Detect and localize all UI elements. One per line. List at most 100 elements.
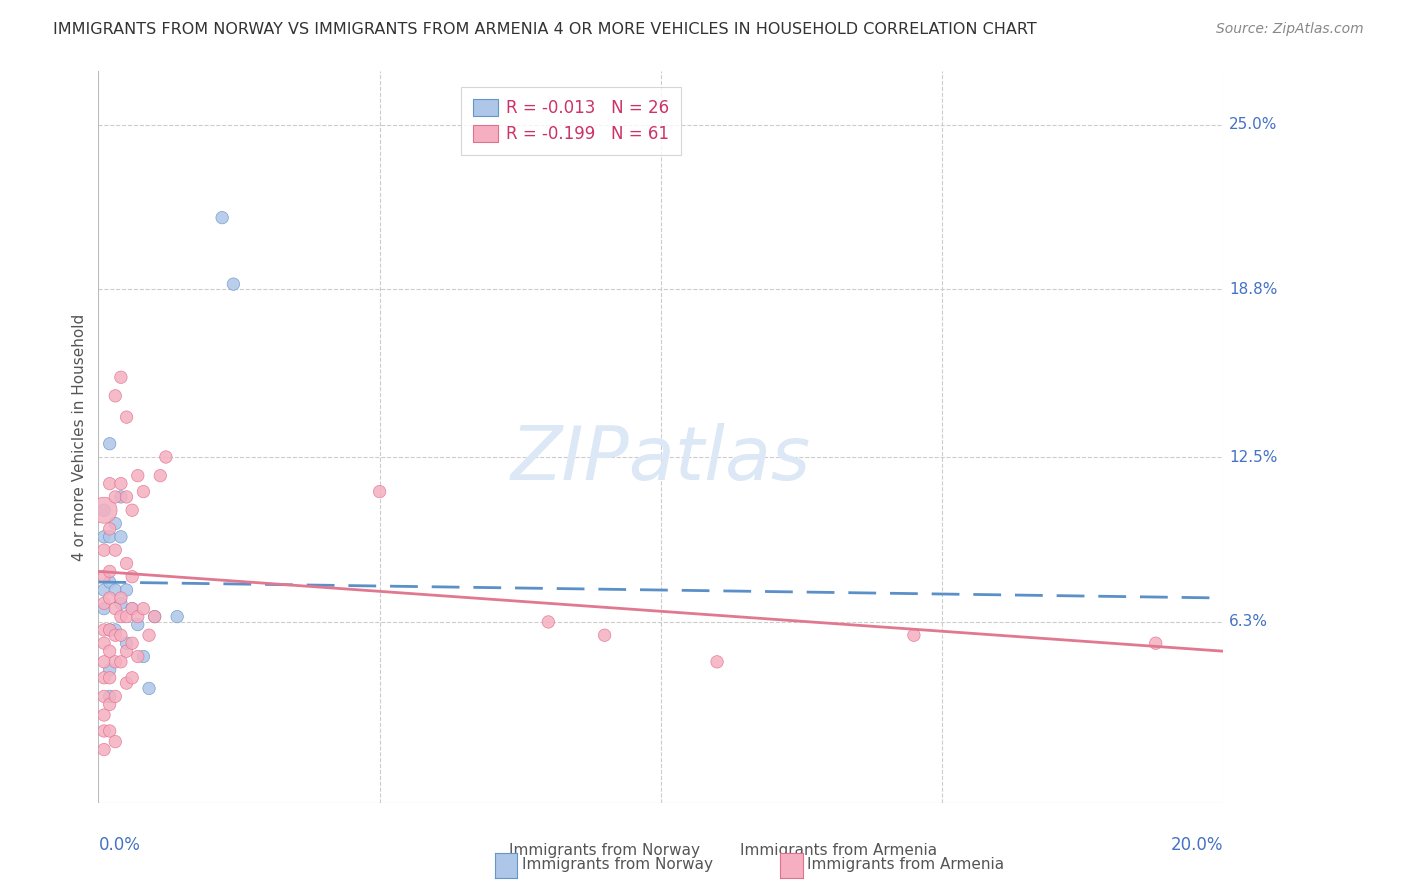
Point — [138, 681, 160, 696]
Text: ZIPatlas: ZIPatlas — [510, 423, 811, 495]
Point — [93, 742, 115, 756]
Point — [98, 530, 121, 544]
Point — [903, 628, 925, 642]
Point — [143, 609, 166, 624]
Point — [104, 601, 127, 615]
Point — [110, 476, 132, 491]
Point — [104, 690, 127, 704]
Point — [211, 211, 233, 225]
Point — [222, 277, 245, 292]
Text: Immigrants from Norway: Immigrants from Norway — [509, 843, 700, 858]
Text: 12.5%: 12.5% — [1229, 450, 1277, 465]
Point — [132, 484, 155, 499]
Point — [110, 530, 132, 544]
Point — [110, 490, 132, 504]
Text: IMMIGRANTS FROM NORWAY VS IMMIGRANTS FROM ARMENIA 4 OR MORE VEHICLES IN HOUSEHOL: IMMIGRANTS FROM NORWAY VS IMMIGRANTS FRO… — [53, 22, 1038, 37]
Point — [115, 609, 138, 624]
Point — [104, 543, 127, 558]
Point — [93, 623, 115, 637]
Point — [93, 708, 115, 723]
Point — [121, 636, 143, 650]
Point — [93, 543, 115, 558]
Point — [104, 734, 127, 748]
Point — [110, 655, 132, 669]
Point — [110, 370, 132, 384]
Point — [98, 522, 121, 536]
Point — [368, 484, 391, 499]
Point — [166, 609, 188, 624]
Point — [121, 601, 143, 615]
Point — [143, 609, 166, 624]
Point — [98, 698, 121, 712]
Point — [115, 676, 138, 690]
Point — [98, 723, 121, 738]
Point — [115, 410, 138, 425]
Point — [98, 575, 121, 590]
Point — [104, 389, 127, 403]
Point — [110, 596, 132, 610]
Point — [115, 582, 138, 597]
Point — [127, 468, 149, 483]
Point — [127, 609, 149, 624]
Point — [104, 655, 127, 669]
Point — [93, 530, 115, 544]
Point — [104, 623, 127, 637]
Point — [115, 490, 138, 504]
Point — [121, 601, 143, 615]
Point — [1144, 636, 1167, 650]
Point — [93, 503, 115, 517]
Text: 6.3%: 6.3% — [1229, 615, 1268, 630]
Point — [93, 690, 115, 704]
Point — [93, 655, 115, 669]
Point — [93, 570, 115, 584]
Point — [127, 649, 149, 664]
Point — [121, 671, 143, 685]
Point — [104, 582, 127, 597]
Point — [155, 450, 177, 464]
Point — [104, 516, 127, 531]
Point — [706, 655, 728, 669]
Point — [104, 628, 127, 642]
Point — [593, 628, 616, 642]
Point — [98, 663, 121, 677]
Text: 20.0%: 20.0% — [1171, 836, 1223, 854]
Point — [115, 557, 138, 571]
Point — [98, 690, 121, 704]
Point — [115, 644, 138, 658]
Point — [138, 628, 160, 642]
Point — [98, 644, 121, 658]
Text: 18.8%: 18.8% — [1229, 282, 1277, 297]
Point — [93, 723, 115, 738]
Text: Immigrants from Armenia: Immigrants from Armenia — [807, 857, 1004, 871]
Point — [98, 591, 121, 605]
Point — [93, 601, 115, 615]
Point — [110, 628, 132, 642]
Point — [104, 490, 127, 504]
Point — [93, 636, 115, 650]
Point — [149, 468, 172, 483]
Point — [121, 570, 143, 584]
Point — [98, 565, 121, 579]
Text: 25.0%: 25.0% — [1229, 117, 1277, 132]
Point — [121, 503, 143, 517]
Point — [115, 636, 138, 650]
Point — [93, 582, 115, 597]
Point — [110, 609, 132, 624]
Point — [98, 436, 121, 450]
Point — [93, 503, 115, 517]
Point — [132, 649, 155, 664]
Text: 0.0%: 0.0% — [98, 836, 141, 854]
Text: Source: ZipAtlas.com: Source: ZipAtlas.com — [1216, 22, 1364, 37]
Point — [93, 596, 115, 610]
Y-axis label: 4 or more Vehicles in Household: 4 or more Vehicles in Household — [72, 313, 87, 561]
Point — [98, 623, 121, 637]
Text: Immigrants from Norway: Immigrants from Norway — [522, 857, 713, 871]
Point — [537, 615, 560, 629]
Point — [93, 671, 115, 685]
Point — [127, 617, 149, 632]
Point — [98, 476, 121, 491]
Point — [98, 671, 121, 685]
Text: Immigrants from Armenia: Immigrants from Armenia — [740, 843, 936, 858]
Legend: R = -0.013   N = 26, R = -0.199   N = 61: R = -0.013 N = 26, R = -0.199 N = 61 — [461, 87, 681, 155]
Point — [110, 591, 132, 605]
